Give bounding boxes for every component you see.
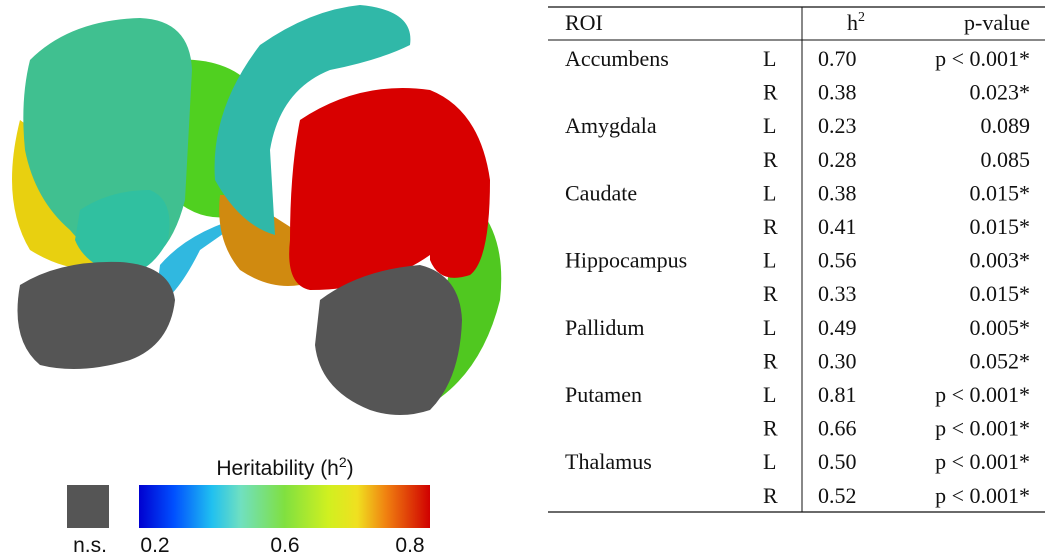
h2-cell: 0.56 (818, 248, 857, 273)
p-cell: 0.023* (970, 80, 1031, 105)
colorbar-tick-label: 0.2 (140, 534, 169, 556)
roi-cell: Amygdala (565, 113, 657, 138)
side-cell: L (763, 46, 776, 71)
header-cell: ROI (565, 10, 603, 35)
roi-cell: Thalamus (565, 449, 652, 474)
p-cell: p < 0.001* (935, 483, 1030, 508)
colorbar-tick-label: 0.6 (270, 534, 299, 556)
h2-cell: 0.50 (818, 449, 857, 474)
p-cell: 0.005* (970, 315, 1031, 340)
p-cell: 0.015* (970, 214, 1031, 239)
side-cell: R (763, 281, 778, 306)
side-cell: R (763, 416, 778, 441)
p-cell: p < 0.001* (935, 416, 1030, 441)
p-cell: p < 0.001* (935, 449, 1030, 474)
h2-cell: 0.66 (818, 416, 857, 441)
brain-rendering (12, 5, 502, 415)
ns-swatch (67, 485, 109, 528)
p-cell: p < 0.001* (935, 46, 1030, 71)
header-h: h (847, 10, 858, 35)
h2-cell: 0.81 (818, 382, 857, 407)
side-cell: R (763, 214, 778, 239)
h2-cell: 0.33 (818, 281, 857, 306)
header-cell: p-value (964, 10, 1030, 35)
roi-cell: Hippocampus (565, 248, 687, 273)
side-cell: R (763, 348, 778, 373)
colorbar-title: Heritability (h2) (216, 454, 353, 480)
p-cell: 0.052* (970, 348, 1031, 373)
h2-cell: 0.70 (818, 46, 857, 71)
colorbar: Heritability (h2) n.s. 0.2 0.6 0.8 (67, 454, 430, 556)
h2-cell: 0.38 (818, 80, 857, 105)
h2-cell: 0.30 (818, 348, 857, 373)
colorbar-tick-label: 0.8 (395, 534, 424, 556)
header-sup: 2 (858, 10, 865, 25)
colorbar-title-end: ) (347, 457, 354, 480)
side-cell: L (763, 248, 776, 273)
h2-cell: 0.41 (818, 214, 857, 239)
h2-cell: 0.28 (818, 147, 857, 172)
side-cell: R (763, 147, 778, 172)
side-cell: R (763, 483, 778, 508)
color-gradient (139, 485, 430, 528)
h2-cell: 0.23 (818, 113, 857, 138)
table: ROI h2 p-value Accumbens L 0.70 p < 0.001* R… (548, 6, 1045, 513)
roi-cell: Putamen (565, 382, 642, 407)
h2-cell: 0.52 (818, 483, 857, 508)
h2-cell: 0.38 (818, 180, 857, 205)
side-cell: L (763, 315, 776, 340)
ns-label: n.s. (73, 534, 107, 556)
roi-cell: Pallidum (565, 315, 644, 340)
p-cell: 0.003* (970, 248, 1031, 273)
p-cell: p < 0.001* (935, 382, 1030, 407)
side-cell: L (763, 180, 776, 205)
header-cell: h2 (847, 10, 865, 35)
p-cell: 0.085 (981, 147, 1031, 172)
p-cell: 0.015* (970, 180, 1031, 205)
h2-cell: 0.49 (818, 315, 857, 340)
p-cell: 0.015* (970, 281, 1031, 306)
side-cell: R (763, 80, 778, 105)
roi-cell: Accumbens (565, 46, 669, 71)
side-cell: L (763, 382, 776, 407)
side-cell: L (763, 449, 776, 474)
colorbar-title-text: Heritability (h (216, 457, 339, 480)
colorbar-title-sup: 2 (339, 454, 347, 470)
side-cell: L (763, 113, 776, 138)
p-cell: 0.089 (981, 113, 1031, 138)
roi-cell: Caudate (565, 180, 637, 205)
